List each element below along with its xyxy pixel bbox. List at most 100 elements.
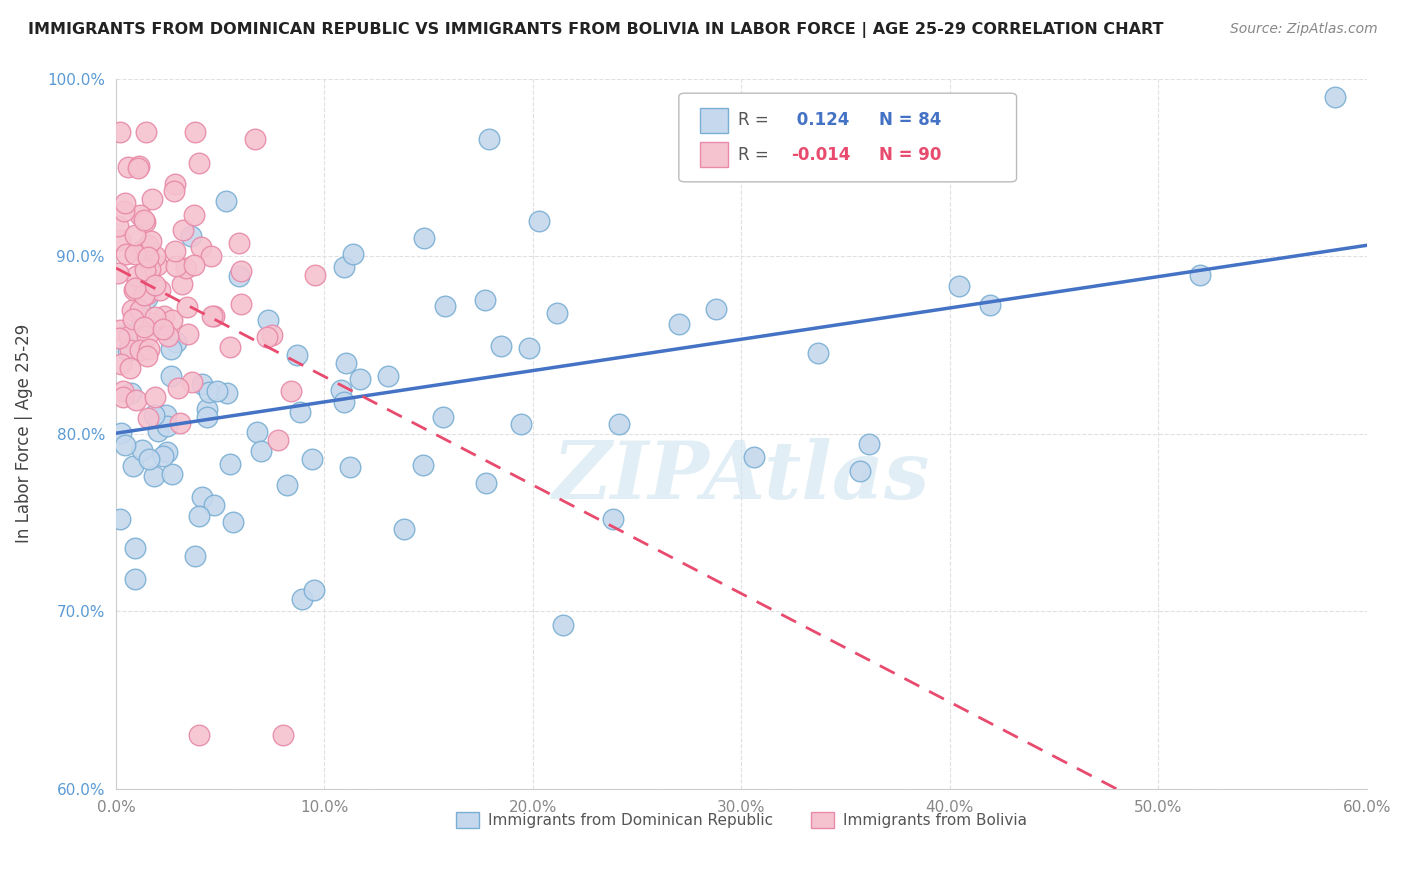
Text: ZIPAtlas: ZIPAtlas [553, 438, 929, 515]
Point [143, 277, 166, 292]
Point [167, 381, 190, 395]
Point [191, 376, 214, 391]
Point [110, 425, 132, 440]
Point [120, 385, 142, 400]
Point [160, 467, 183, 482]
Point [180, 228, 202, 243]
Y-axis label: In Labor Force | Age 25-29: In Labor Force | Age 25-29 [15, 324, 32, 543]
Point [188, 728, 211, 742]
Point [257, 313, 280, 327]
Point [246, 425, 269, 440]
Point [229, 263, 252, 277]
Point [349, 372, 371, 386]
Point [474, 293, 496, 308]
Point [172, 277, 194, 291]
Point [124, 228, 146, 243]
Point [118, 343, 141, 357]
Point [118, 361, 141, 376]
Point [228, 269, 250, 284]
Point [256, 330, 278, 344]
Point [129, 343, 152, 357]
Point [160, 313, 183, 327]
Point [176, 301, 198, 315]
Point [231, 297, 253, 311]
Point [219, 457, 242, 471]
Point [134, 263, 156, 277]
Point [143, 310, 166, 324]
Point [413, 231, 436, 245]
Point [143, 409, 166, 423]
Point [342, 246, 364, 260]
Point [412, 458, 434, 472]
Point [250, 444, 273, 458]
Point [148, 319, 170, 334]
Text: Source: ZipAtlas.com: Source: ZipAtlas.com [1230, 22, 1378, 37]
Point [517, 341, 540, 355]
Point [110, 358, 132, 372]
Point [162, 184, 184, 198]
Point [195, 410, 218, 425]
Point [156, 418, 179, 433]
Point [107, 219, 129, 233]
Point [117, 160, 139, 174]
Point [849, 464, 872, 478]
Point [202, 309, 225, 323]
Point [706, 301, 728, 316]
Point [979, 298, 1001, 312]
Point [117, 326, 139, 341]
Point [152, 449, 174, 463]
Point [114, 195, 136, 210]
Point [510, 417, 533, 431]
Point [245, 132, 267, 146]
Point [333, 395, 356, 409]
Point [301, 451, 323, 466]
Point [149, 283, 172, 297]
Point [183, 258, 205, 272]
Point [157, 329, 180, 343]
Point [132, 213, 155, 227]
Point [143, 390, 166, 404]
Point [114, 438, 136, 452]
Point [136, 238, 159, 252]
Point [141, 316, 163, 330]
Point [121, 303, 143, 318]
FancyBboxPatch shape [679, 93, 1017, 182]
Point [124, 572, 146, 586]
Point [115, 246, 138, 260]
Point [807, 346, 830, 360]
Point [222, 515, 245, 529]
Point [546, 305, 568, 319]
Point [668, 317, 690, 331]
Point [138, 342, 160, 356]
Point [948, 279, 970, 293]
Point [981, 151, 1004, 165]
Point [172, 223, 194, 237]
Point [117, 344, 139, 359]
Point [138, 410, 160, 425]
Point [215, 385, 238, 400]
Point [163, 244, 186, 259]
Point [165, 260, 187, 274]
Point [136, 287, 159, 301]
Point [177, 327, 200, 342]
Point [527, 214, 550, 228]
Point [394, 522, 416, 536]
Point [267, 433, 290, 447]
Point [200, 249, 222, 263]
Point [602, 512, 624, 526]
Point [122, 283, 145, 297]
Point [152, 322, 174, 336]
Point [475, 476, 498, 491]
Point [141, 192, 163, 206]
Point [288, 405, 311, 419]
Point [478, 132, 501, 146]
Point [139, 262, 162, 277]
Point [184, 549, 207, 563]
Text: 0.124: 0.124 [792, 112, 849, 129]
Point [124, 281, 146, 295]
Point [117, 329, 139, 343]
Point [127, 161, 149, 175]
Point [339, 459, 361, 474]
Text: N = 90: N = 90 [879, 146, 942, 164]
Point [125, 392, 148, 407]
